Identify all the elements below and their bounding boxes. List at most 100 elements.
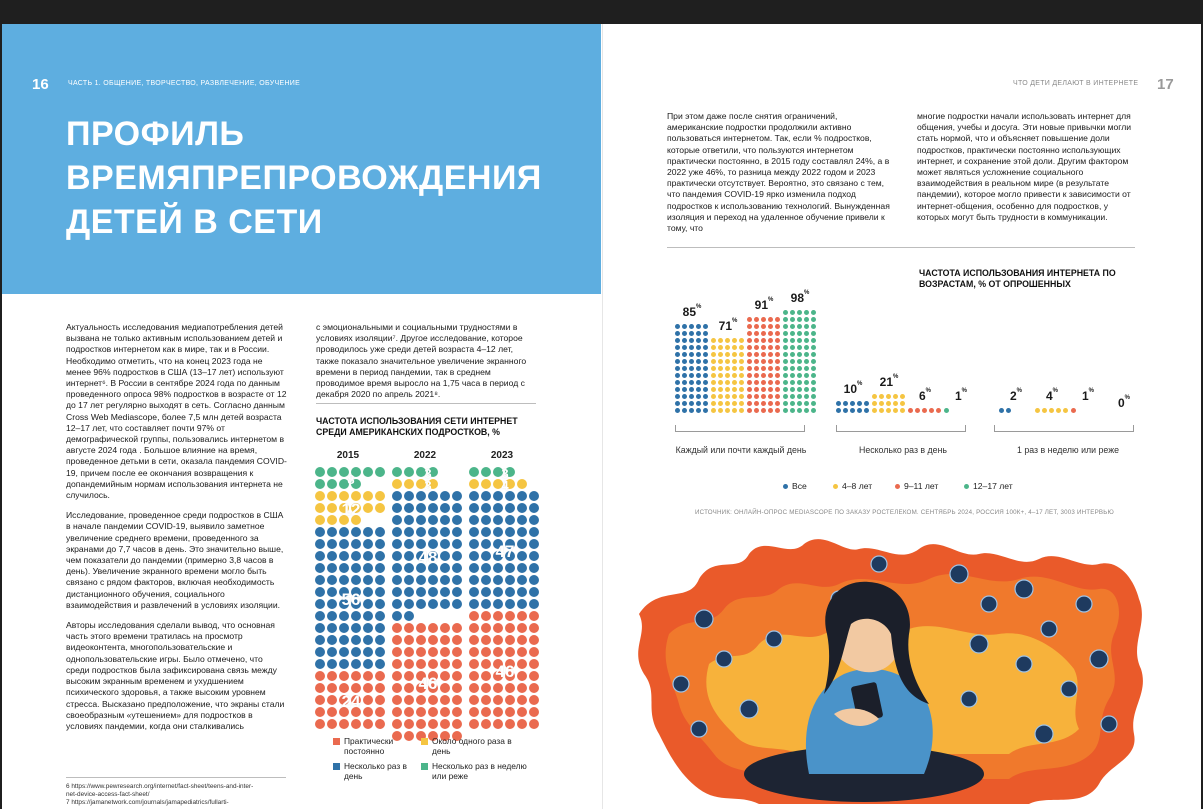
chart-dot — [481, 539, 492, 550]
chart-dot — [689, 338, 695, 344]
chart-dot — [505, 599, 516, 610]
chart-dot — [754, 331, 760, 337]
chart-dot — [768, 373, 774, 379]
chart-dot — [315, 515, 326, 526]
chart-dot — [327, 683, 338, 694]
chart-dot — [375, 503, 386, 514]
chart-dot — [452, 635, 463, 646]
chart-dot — [775, 324, 781, 330]
footnote-line: 6 https://www.pewresearch.org/internet/f… — [66, 783, 254, 790]
chart-dot — [886, 401, 892, 407]
chart-dot — [811, 387, 817, 393]
chart-dot — [351, 551, 362, 562]
chart-dot — [481, 695, 492, 706]
chart-dot — [768, 401, 774, 407]
chart-dot — [711, 380, 717, 386]
chart-dot — [428, 683, 439, 694]
chart-dot — [783, 366, 789, 372]
chart-dot — [339, 683, 350, 694]
chart-dot — [944, 408, 950, 414]
chart-dot — [469, 611, 480, 622]
chart-dot — [505, 479, 516, 490]
chart-dot — [404, 515, 415, 526]
chart-dot — [493, 503, 504, 514]
axis-tick — [994, 425, 995, 431]
us-year-label: 2023 — [490, 450, 514, 461]
chart-dot — [404, 647, 415, 658]
chart-dot — [452, 623, 463, 634]
chart-dot — [339, 551, 350, 562]
chart-dot — [790, 366, 796, 372]
chart-dot — [754, 401, 760, 407]
chart-dot — [517, 623, 528, 634]
chart-dot — [872, 394, 878, 400]
chart-dot — [747, 373, 753, 379]
chart-dot — [327, 479, 338, 490]
chart-dot — [529, 635, 540, 646]
chart-dot — [404, 659, 415, 670]
chart-dot — [351, 479, 362, 490]
chart-dot — [375, 467, 386, 478]
chart-dot — [493, 587, 504, 598]
chart-dot — [428, 467, 439, 478]
chart-dot — [452, 539, 463, 550]
legend-swatch — [333, 738, 340, 745]
chart-dot — [711, 366, 717, 372]
chart-dot — [1035, 408, 1041, 414]
chart-dot — [790, 324, 796, 330]
chart-dot — [392, 491, 403, 502]
chart-dot — [754, 352, 760, 358]
chart-dot — [493, 695, 504, 706]
chart-dot — [768, 394, 774, 400]
chart-dot — [703, 345, 709, 351]
chart-dot — [768, 380, 774, 386]
chart-dot — [363, 623, 374, 634]
chart-dot — [339, 719, 350, 730]
chart-dot — [428, 599, 439, 610]
chart-dot — [517, 695, 528, 706]
chart-dot — [375, 623, 386, 634]
chart-dot — [775, 366, 781, 372]
chart-dot — [440, 551, 451, 562]
chart-dot — [392, 635, 403, 646]
chart-dot — [363, 551, 374, 562]
chart-dot — [452, 659, 463, 670]
paragraph: Актуальность исследования медиапотреблен… — [66, 322, 287, 501]
chart-dot — [1071, 408, 1077, 414]
chart-dot — [689, 401, 695, 407]
chart-dot — [797, 373, 803, 379]
running-head: ЧТО ДЕТИ ДЕЛАЮТ В ИНТЕРНЕТЕ — [1013, 80, 1139, 87]
chart-dot — [915, 408, 921, 414]
chart-dot — [351, 707, 362, 718]
divider — [316, 403, 536, 404]
chart-dot — [747, 401, 753, 407]
chart-dot — [761, 380, 767, 386]
data-label: 56 — [341, 589, 361, 609]
chart-dot — [718, 380, 724, 386]
chart-dot — [505, 695, 516, 706]
chart-dot — [327, 503, 338, 514]
chart-dot — [469, 539, 480, 550]
chart-dot — [529, 695, 540, 706]
chart-dot — [392, 539, 403, 550]
chart-dot — [363, 539, 374, 550]
chart-dot — [768, 345, 774, 351]
chart-dot — [452, 731, 463, 742]
footnote-line: 7 https://jamanetwork.com/journals/jamap… — [66, 799, 229, 806]
chart-dot — [768, 408, 774, 414]
chart-dot — [732, 352, 738, 358]
chart-dot — [392, 647, 403, 658]
chart-dot — [481, 527, 492, 538]
chart-dot — [481, 467, 492, 478]
chart-dot — [469, 623, 480, 634]
chart-dot — [339, 539, 350, 550]
chart-dot — [404, 635, 415, 646]
chart-dot — [315, 539, 326, 550]
chart-dot — [703, 338, 709, 344]
data-label: 4 — [501, 477, 509, 493]
chart-dot — [761, 401, 767, 407]
chart-dot — [392, 659, 403, 670]
chart-dot — [747, 408, 753, 414]
legend-item: 12–17 лет — [964, 481, 1013, 491]
chart-dot — [811, 338, 817, 344]
